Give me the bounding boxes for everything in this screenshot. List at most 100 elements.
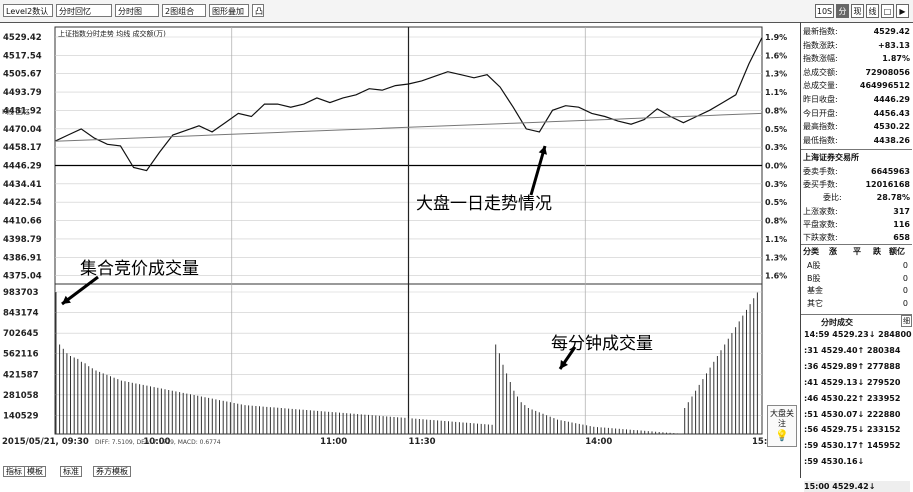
stat-label: 委卖手数:: [803, 167, 838, 176]
quote-label: 指数涨跌:: [803, 40, 838, 50]
price-line: [54, 37, 763, 172]
pct-tick: 1.1%: [765, 235, 787, 244]
trade-row: :46 4530.22↑ 233952: [804, 393, 901, 403]
category-header-cell[interactable]: 涨: [829, 247, 837, 256]
quote-value: 1.87%: [882, 54, 910, 64]
overlay-button[interactable]: 图形叠加: [209, 4, 249, 17]
quote-value: 4438.26: [873, 135, 910, 145]
quote-row: 指数涨幅: 1.87%: [801, 52, 912, 65]
quote-row: 最高指数: 4530.22: [801, 120, 912, 133]
trades-detail-tab[interactable]: 细: [901, 315, 912, 327]
price-tick: 4434.41: [3, 180, 42, 190]
stat-label: 平盘家数:: [803, 219, 838, 229]
category-row[interactable]: A股 0: [801, 260, 912, 271]
quote-label: 指数涨幅:: [803, 54, 838, 64]
divider: [801, 244, 912, 245]
quote-value: 72908056: [865, 67, 910, 77]
time-label: 2015/05/21, 09:30: [2, 437, 89, 447]
price-tick: 4422.54: [3, 198, 42, 208]
pct-tick: 0.3%: [765, 143, 787, 152]
category-header-cell[interactable]: 分类: [803, 247, 819, 256]
pct-tick: 1.3%: [765, 70, 787, 79]
stat-row: 上涨家数: 317: [801, 205, 912, 218]
tab-indicator[interactable]: 指标: [3, 466, 25, 477]
pct-tick: 1.6%: [765, 272, 787, 281]
quote-value: 464996512: [859, 81, 910, 91]
trade-row: 14:59 4529.23↓ 284800: [804, 330, 912, 339]
volume-tick: 140529: [3, 411, 39, 421]
category-row[interactable]: 其它 0: [801, 298, 912, 309]
timeshare-button[interactable]: 分时图: [115, 4, 159, 17]
play-icon[interactable]: ▶: [896, 4, 909, 18]
stat-row: 下跌家数: 658: [801, 231, 912, 244]
quote-row: 最新指数: 4529.42: [801, 25, 912, 38]
tab-10s[interactable]: 10S: [815, 4, 834, 18]
quote-label: 昨日收盘:: [803, 95, 838, 104]
arrow-line: [529, 145, 547, 196]
price-tick: 4410.66: [3, 217, 42, 227]
timeshare-chart[interactable]: 4529.42 1.9% 4517.54 1.6% 4505.67 1.3% 4493.79…: [0, 22, 800, 462]
pct-tick: 1.3%: [765, 253, 787, 262]
category-header-cell[interactable]: 额亿: [889, 247, 905, 256]
dapan-watch-button[interactable]: 大盘关注 💡: [767, 405, 797, 447]
stat-value: 658: [893, 233, 910, 242]
category-header-cell[interactable]: 跌: [873, 247, 881, 256]
quote-row: 昨日收盘: 4446.29: [801, 93, 912, 106]
quote-value: 4529.42: [873, 27, 910, 36]
stat-value: 317: [893, 206, 910, 216]
pct-tick: 0.5%: [765, 125, 787, 134]
category-value: 0: [902, 261, 908, 270]
arrow-head: [538, 146, 547, 155]
category-name: B股: [807, 273, 821, 283]
pct-tick: 0.0%: [765, 162, 787, 171]
tab-template[interactable]: 模板: [24, 466, 46, 477]
category-row[interactable]: 基金 0: [801, 285, 912, 296]
tab-line[interactable]: 线: [866, 4, 879, 18]
quote-label: 最新指数:: [803, 27, 838, 36]
window-icon[interactable]: □: [881, 4, 894, 18]
stat-row: 平盘家数: 116: [801, 218, 912, 231]
bulb-icon: 💡: [775, 429, 789, 442]
pct-tick: 1.1%: [765, 88, 787, 97]
pct-tick: 1.9%: [765, 33, 787, 42]
price-tick: 4375.04: [3, 272, 42, 282]
time-label: 14:00: [585, 437, 612, 447]
price-tick: 4529.42: [3, 33, 42, 43]
quote-value: +83.13: [877, 40, 910, 50]
stat-value: 28.78%: [876, 193, 910, 203]
arrow-head: [560, 360, 569, 369]
time-label: 11:00: [320, 437, 347, 447]
quote-value: 4446.29: [873, 95, 910, 104]
price-tick: 4398.79: [3, 235, 42, 245]
divider: [801, 314, 912, 315]
volume-tick: 843174: [3, 309, 39, 319]
time-label: 10:00: [143, 437, 170, 447]
quote-label: 最高指数:: [803, 122, 838, 132]
annotation-trend: 大盘一日走势情况: [416, 194, 552, 214]
category-row[interactable]: B股 0: [801, 273, 912, 284]
side-tab-kline[interactable]: K线 回忆: [2, 107, 30, 116]
indicator-text: DIFF: 7.5109, DEA: 7.1729, MACD: 0.6774: [95, 439, 221, 446]
chart-area[interactable]: 4529.42 1.9% 4517.54 1.6% 4505.67 1.3% 4493.79…: [0, 22, 800, 462]
tab-standard[interactable]: 标准: [60, 466, 82, 477]
tab-fen[interactable]: 分: [836, 4, 849, 18]
price-tick: 4481.92: [3, 106, 42, 116]
level2-button[interactable]: Level2数认: [3, 4, 53, 17]
quote-row: 总成交量: 464996512: [801, 79, 912, 92]
tab-broker-template[interactable]: 券方模板: [93, 466, 131, 477]
category-header-cell[interactable]: 平: [853, 247, 861, 256]
combo-button[interactable]: 2图组合: [162, 4, 206, 17]
price-tick: 4470.04: [3, 125, 42, 135]
stat-label: 委买手数:: [803, 180, 838, 190]
quote-value: 4530.22: [873, 122, 910, 132]
average-line: [54, 112, 763, 142]
pct-tick: 0.3%: [765, 180, 787, 189]
annotation-minute: 每分钟成交量: [551, 334, 653, 354]
category-value: 0: [902, 286, 908, 295]
history-button[interactable]: 分时回忆: [56, 4, 112, 17]
exchange-name: 上海证券交易所: [803, 153, 859, 162]
price-tick: 4386.91: [3, 253, 42, 263]
tab-xian[interactable]: 现: [851, 4, 864, 18]
stat-label: 上涨家数:: [803, 206, 838, 216]
print-icon[interactable]: 凸: [252, 4, 264, 17]
